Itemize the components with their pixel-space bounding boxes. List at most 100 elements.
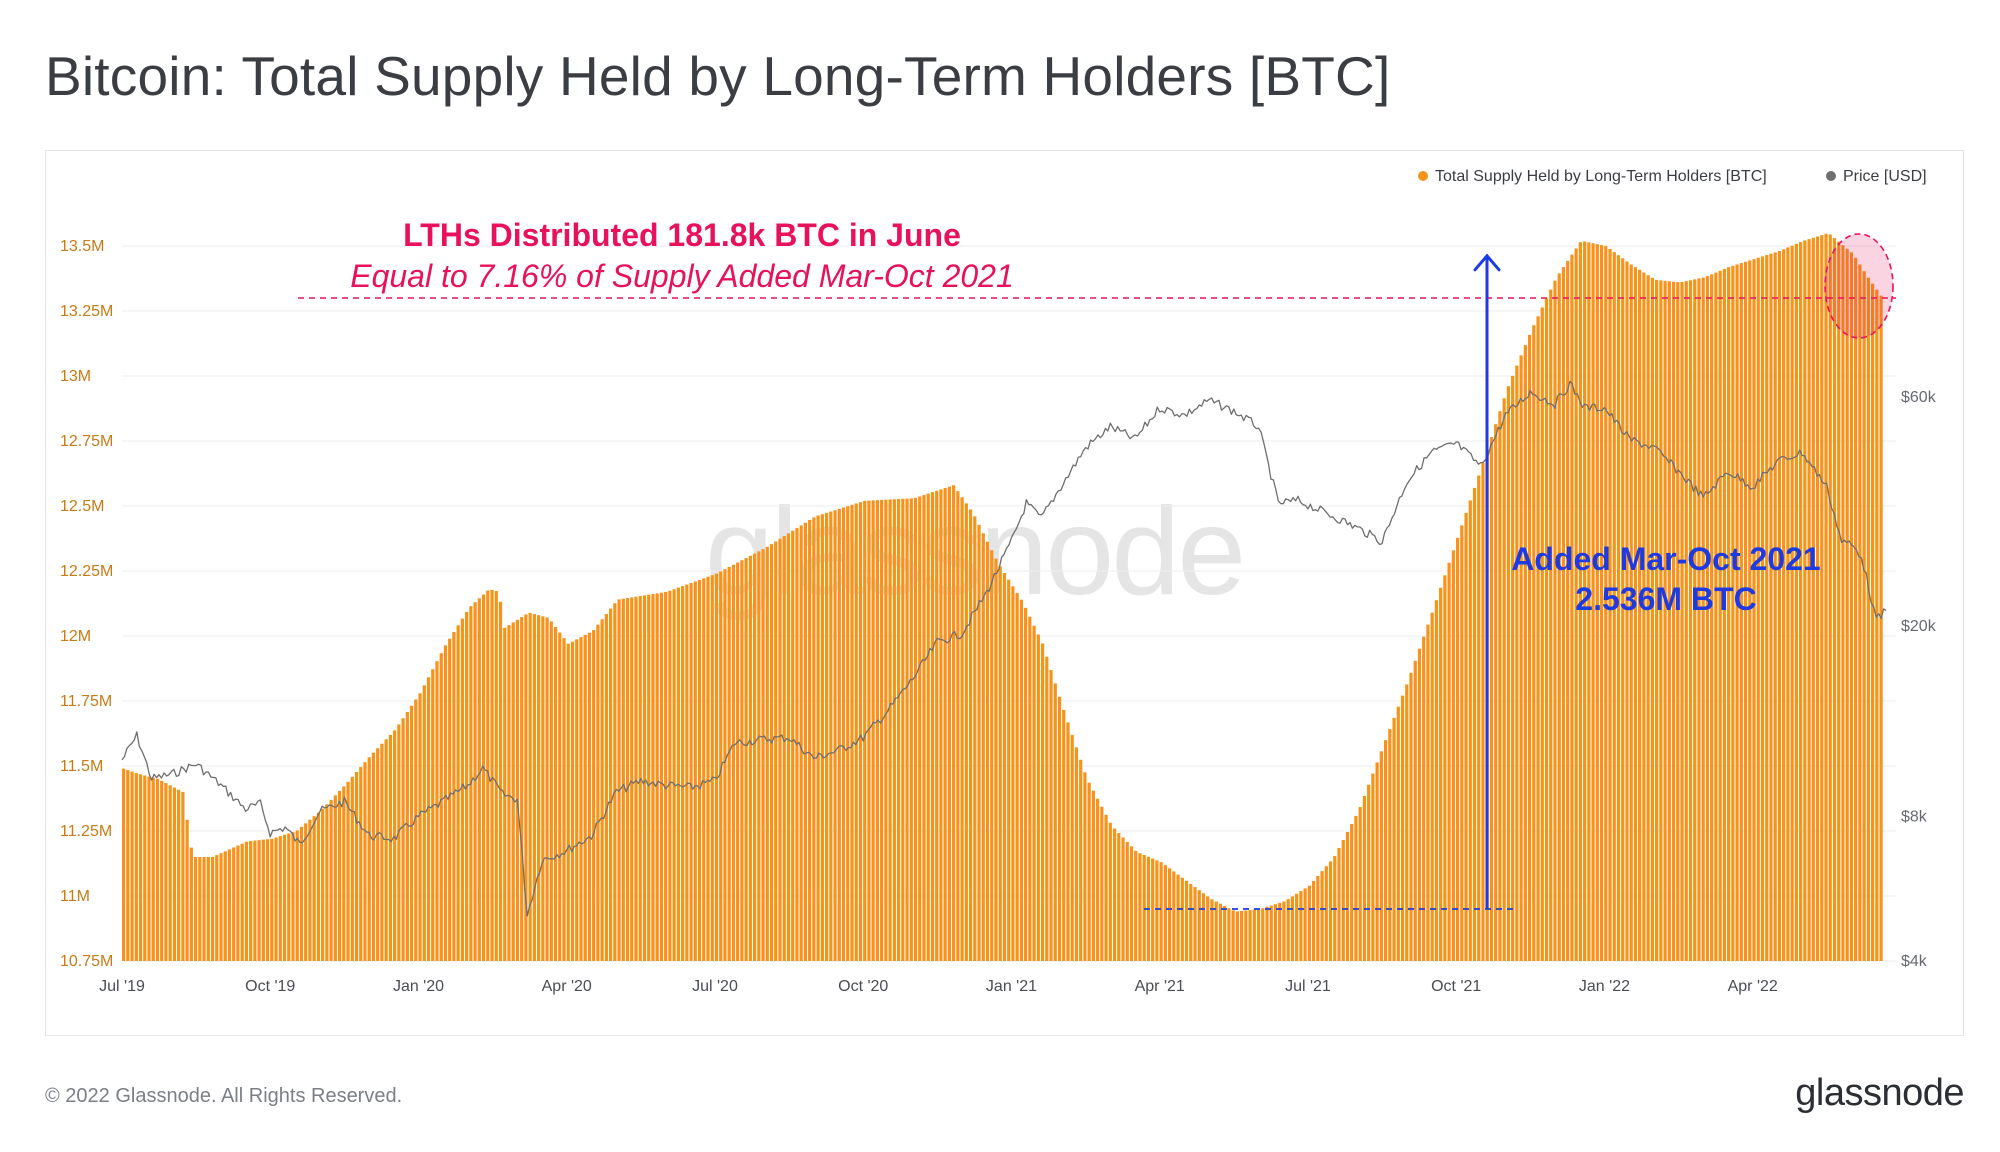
supply-bar [1024,607,1028,961]
y-right-tick-label: $20k [1901,618,1937,635]
supply-bar [1337,848,1341,961]
supply-bar [693,581,697,961]
supply-bar [299,826,304,961]
supply-bar [1367,784,1371,961]
price-line-path [121,380,1887,917]
supply-bar [223,851,227,961]
supply-bar [1468,500,1472,961]
supply-bar [397,724,401,961]
supply-bar [1841,245,1845,961]
supply-bar [964,503,968,961]
supply-bar [1794,243,1798,961]
supply-bar [270,838,274,961]
supply-bar [1155,860,1159,961]
supply-bar [1739,263,1743,962]
supply-bar [905,498,909,961]
y-left-tick-label: 13.25M [60,303,113,320]
supply-bar [935,490,939,961]
y-left-tick-label: 12.75M [60,433,113,450]
supply-bar [617,599,621,961]
supply-bar [1151,858,1155,961]
supply-bar [1104,814,1108,961]
supply-bar [1252,909,1256,961]
supply-bar [1256,909,1261,961]
supply-bar [913,497,918,961]
supply-bar [659,592,664,961]
supply-bar [854,503,858,961]
supply-bar [1371,773,1375,961]
supply-bar [863,500,867,961]
supply-bar [786,533,791,961]
supply-bar [1544,298,1549,961]
supply-bar [1248,910,1252,961]
supply-bar [422,685,426,961]
supply-bar [1430,612,1434,961]
x-tick-label: Jul '21 [1285,978,1331,995]
supply-bar [236,845,240,961]
supply-bar [219,853,223,961]
supply-bar [1142,855,1146,961]
supply-bar [1523,345,1527,961]
supply-bar [486,590,490,961]
supply-bar [748,555,752,961]
supply-bar [820,514,824,961]
y-left-tick-label: 10.75M [60,953,113,970]
supply-bar [926,493,930,961]
y-left-tick-label: 12.25M [60,563,113,580]
supply-bar [901,498,905,961]
supply-bar [1282,901,1286,961]
supply-bar [1083,772,1087,961]
legend-swatch-supply [1418,171,1428,181]
supply-bar [1502,398,1506,961]
supply-bar [1201,893,1206,961]
supply-bar [1447,562,1451,961]
supply-bar [1718,270,1722,961]
supply-bar [1341,840,1345,961]
supply-bar [1032,625,1036,961]
supply-bar [1223,905,1227,961]
supply-bar [1595,244,1599,962]
supply-bar [1735,264,1739,961]
supply-bar [215,855,219,961]
supply-bar [1845,248,1849,962]
supply-bar [753,553,757,961]
y-left-tick-label: 11.5M [60,758,103,775]
supply-bar [1045,656,1049,961]
supply-bar [240,843,244,961]
supply-bar [566,643,570,961]
supply-bar [1684,281,1688,961]
supply-bar [1350,823,1354,961]
supply-bar [477,598,481,961]
added-label-line2: 2.536M BTC [1575,581,1756,617]
y-left-tick-label: 13.5M [60,238,104,255]
supply-bar [1489,437,1494,962]
supply-bar [689,582,693,961]
supply-bar [1561,267,1566,961]
supply-bar [1494,424,1498,961]
supply-bar [363,762,367,961]
supply-bar [460,618,464,961]
supply-bar [337,790,342,961]
chart-frame: glassnode 10.75M11M11.25M11.5M11.75M12M1… [45,150,1964,1036]
supply-bar [206,857,210,961]
supply-bar [1316,876,1320,961]
supply-bar [1159,862,1163,961]
supply-bar [1807,239,1811,962]
supply-bar [1532,325,1536,961]
supply-bar [613,603,617,961]
supply-bar [359,767,363,961]
supply-bar [532,614,536,961]
legend[interactable]: Total Supply Held by Long-Term Holders [… [1418,168,1927,185]
supply-bar [1536,316,1540,961]
supply-bar [354,771,359,961]
supply-bar [1362,795,1367,961]
supply-bar [918,496,922,961]
supply-bar [655,593,659,961]
supply-bar [282,834,287,961]
june-highlight-ellipse [1824,233,1894,339]
supply-bar [909,498,913,961]
y-left-tick-label: 11M [60,888,90,905]
supply-bar [1011,586,1015,961]
supply-bar [325,804,329,961]
supply-bar [1278,902,1282,961]
